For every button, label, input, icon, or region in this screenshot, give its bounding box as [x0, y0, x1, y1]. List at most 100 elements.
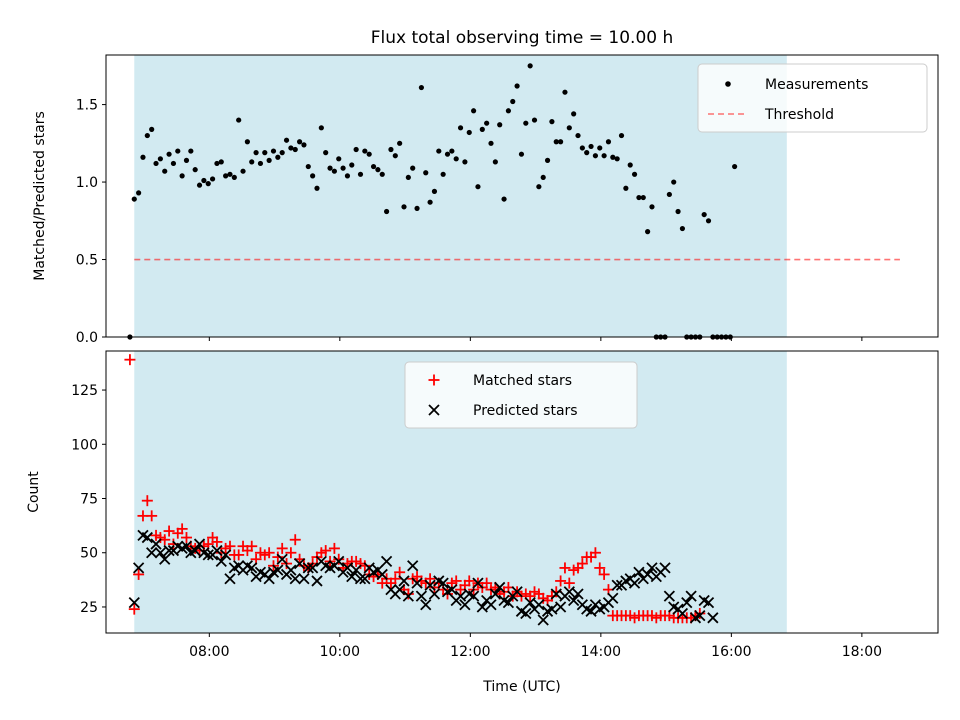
predicted-point-b	[511, 586, 523, 598]
measurement-points	[127, 63, 738, 340]
legend-predicted-label: Predicted stars	[473, 403, 578, 419]
matched-point	[333, 553, 345, 565]
matched-point	[289, 534, 301, 546]
predicted-point-b	[611, 579, 623, 591]
legend-measurements-label: Measurements	[765, 77, 868, 93]
matched-point	[246, 540, 258, 552]
measurement-point	[584, 150, 590, 156]
predicted-point-b	[254, 566, 267, 578]
predicted-point	[646, 562, 658, 574]
predicted-point-b	[681, 596, 693, 609]
predicted-point	[633, 566, 645, 578]
measurement-point	[183, 157, 190, 163]
x-tick-label: 08:00	[189, 644, 229, 660]
predicted-point	[437, 577, 449, 589]
predicted-point-b	[476, 601, 488, 613]
measurement-point	[192, 167, 198, 173]
predicted-point-b	[707, 612, 719, 624]
bottom-y-tick-label: 25	[80, 600, 98, 616]
measurement-point	[175, 148, 181, 154]
matched-point	[276, 542, 288, 554]
top-y-ticks: 0.0 0.5 1.0 1.5	[76, 98, 106, 346]
measurement-point	[214, 160, 220, 167]
measurement-point	[262, 150, 268, 156]
measurement-point	[323, 150, 329, 156]
measurement-point	[227, 171, 233, 177]
matched-point	[233, 549, 245, 561]
predicted-point-b	[163, 544, 175, 557]
predicted-point	[211, 544, 223, 557]
measurement-point	[205, 181, 211, 187]
predicted-point-b	[193, 538, 206, 550]
measurement-point	[218, 159, 224, 165]
predicted-point	[659, 562, 671, 574]
predicted-point-b	[641, 568, 654, 581]
measurement-point	[149, 126, 155, 132]
predicted-point-b	[494, 581, 506, 594]
predicted-point	[415, 590, 428, 602]
measurement-point	[618, 132, 625, 139]
predicted-point	[154, 547, 167, 559]
predicted-point-b	[333, 555, 345, 568]
measurement-point	[357, 171, 364, 177]
predicted-point-b	[189, 544, 201, 557]
matched-point	[598, 568, 610, 580]
measurement-point	[331, 168, 337, 174]
measurement-point	[410, 165, 416, 171]
predicted-point-b	[128, 596, 140, 609]
predicted-point-b	[702, 596, 715, 609]
measurement-point	[370, 163, 377, 170]
measurement-point	[571, 111, 577, 117]
predicted-point	[537, 614, 549, 626]
predicted-point	[180, 540, 193, 552]
legend-measurements-marker	[725, 81, 731, 87]
predicted-point-b	[633, 566, 645, 578]
predicted-point-b	[520, 607, 532, 620]
predicted-point	[546, 603, 558, 615]
measurement-point	[732, 163, 738, 170]
measurement-point	[466, 129, 472, 136]
measurement-point	[449, 148, 455, 154]
measurement-point	[679, 225, 686, 232]
measurement-point	[531, 117, 538, 123]
measurement-point	[170, 160, 177, 167]
top-y-tick-label: 1.5	[76, 98, 98, 114]
predicted-point	[459, 599, 471, 611]
top-x-ticks	[208, 337, 863, 341]
predicted-point-b	[354, 573, 367, 585]
predicted-point-b	[515, 605, 528, 617]
predicted-point-b	[132, 562, 145, 574]
predicted-point-b	[437, 577, 449, 589]
predicted-point-b	[394, 583, 406, 596]
measurement-point	[383, 208, 390, 215]
matched-point	[146, 510, 158, 522]
predicted-point	[402, 590, 414, 602]
matched-point	[576, 558, 588, 570]
predicted-point	[563, 586, 575, 598]
measurement-point	[610, 154, 616, 160]
predicted-point-b	[180, 540, 193, 552]
predicted-point-b	[446, 583, 458, 596]
matched-point	[133, 568, 145, 580]
measurement-point	[166, 151, 172, 157]
top-axes-frame	[105, 54, 939, 338]
top-panel: 0.0 0.5 1.0 1.5 Flux total observing time =…	[32, 28, 939, 346]
predicted-point-b	[202, 549, 214, 561]
measurement-point	[453, 156, 459, 162]
predicted-point	[146, 547, 158, 559]
predicted-point-b	[154, 547, 167, 559]
predicted-point	[489, 588, 501, 600]
top-y-tick-label: 0.0	[76, 330, 98, 346]
predicted-point-b	[376, 568, 388, 581]
matched-point	[211, 536, 223, 548]
measurement-point	[257, 160, 264, 167]
measurement-point	[244, 139, 250, 145]
measurement-point	[444, 151, 451, 157]
top-y-tick-label: 1.0	[76, 175, 98, 191]
legend-cross-b	[428, 404, 440, 416]
predicted-point	[585, 605, 597, 617]
predicted-point	[276, 553, 288, 565]
measurement-point	[179, 173, 185, 179]
legend-matched-marker	[428, 374, 440, 386]
measurement-point	[388, 146, 394, 153]
